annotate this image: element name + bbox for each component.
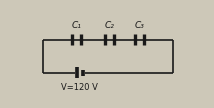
Text: V=120 V: V=120 V bbox=[61, 83, 98, 92]
Text: C₁: C₁ bbox=[71, 21, 82, 30]
Text: C₃: C₃ bbox=[135, 21, 144, 30]
Text: C₂: C₂ bbox=[105, 21, 115, 30]
